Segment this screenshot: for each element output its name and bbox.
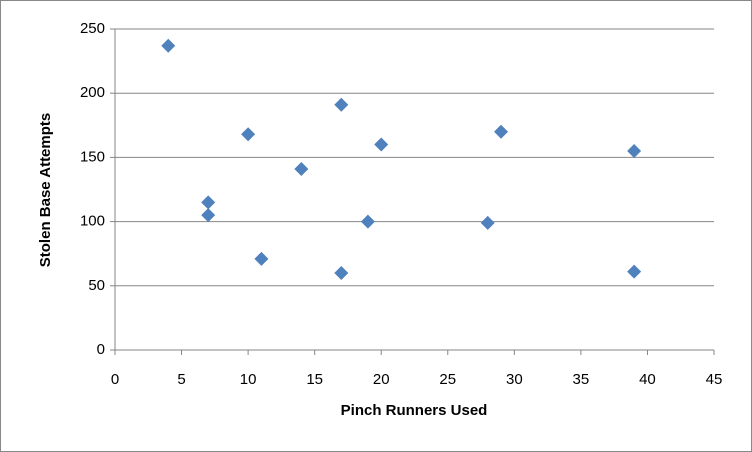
point <box>161 38 176 53</box>
x-tick-label: 35 <box>573 371 590 388</box>
y-tick-label: 200 <box>80 84 105 101</box>
x-tick-label: 15 <box>306 371 323 388</box>
y-tick-label: 250 <box>80 20 105 37</box>
point <box>294 161 309 176</box>
x-tick-label: 25 <box>439 371 456 388</box>
point <box>201 195 216 210</box>
point <box>494 124 509 139</box>
x-axis-title: Pinch Runners Used <box>341 402 488 419</box>
x-tick-label: 20 <box>373 371 390 388</box>
y-tick-label: 150 <box>80 148 105 165</box>
point <box>334 97 349 112</box>
point <box>627 264 642 279</box>
point <box>374 137 389 152</box>
x-tick-label: 5 <box>177 371 185 388</box>
point <box>334 265 349 280</box>
x-tick-label: 30 <box>506 371 523 388</box>
x-tick-label: 0 <box>111 371 119 388</box>
point <box>254 251 269 266</box>
y-axis-title: Stolen Base Attempts <box>37 113 54 267</box>
y-tick-label: 100 <box>80 213 105 230</box>
y-tick-label: 50 <box>88 277 105 294</box>
x-tick-label: 40 <box>639 371 656 388</box>
x-tick-label: 45 <box>706 371 723 388</box>
point <box>627 143 642 158</box>
point <box>480 215 495 230</box>
point <box>241 127 256 142</box>
y-tick-label: 0 <box>97 341 105 358</box>
point <box>360 214 375 229</box>
point <box>201 208 216 223</box>
x-tick-label: 10 <box>240 371 257 388</box>
